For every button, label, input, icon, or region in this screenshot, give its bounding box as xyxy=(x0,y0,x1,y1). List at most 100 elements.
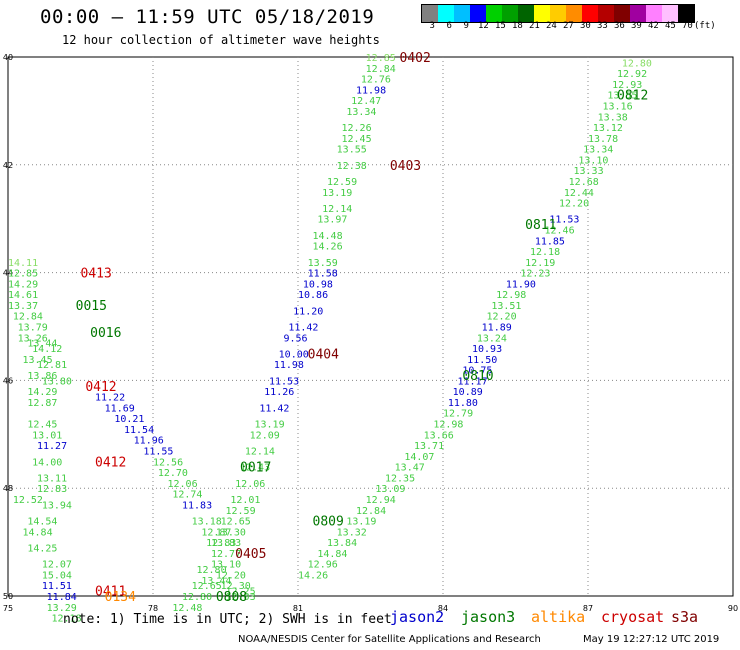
wave-height-value: 13.37 xyxy=(8,301,38,312)
wave-height-value: 12.94 xyxy=(366,495,396,506)
wave-height-value: 14.48 xyxy=(313,231,343,242)
wave-height-value: 11.20 xyxy=(293,306,323,317)
wave-height-value: 12.87 xyxy=(27,398,57,409)
wave-height-value: 12.07 xyxy=(42,560,72,571)
map-frame xyxy=(7,56,734,597)
wave-height-value: 11.84 xyxy=(47,592,77,603)
wave-height-value: 11.22 xyxy=(95,393,125,404)
y-tick-label: 44 xyxy=(3,269,13,278)
wave-height-value: 10.89 xyxy=(453,387,483,398)
wave-height-value: 14.25 xyxy=(27,543,57,554)
wave-height-value: 12.92 xyxy=(617,69,647,80)
wave-height-value: 13.38 xyxy=(598,112,628,123)
color-swatch xyxy=(518,5,534,22)
wave-height-value: 14.29 xyxy=(27,387,57,398)
wave-height-value: 12.14 xyxy=(245,446,275,457)
wave-height-value: 12.98 xyxy=(433,420,463,431)
wave-height-value: 12.84 xyxy=(356,506,386,517)
color-scale-bar xyxy=(421,4,695,23)
track-time-label: 0810 xyxy=(462,369,493,384)
wave-height-value: 13.83 xyxy=(211,538,241,549)
color-scale-labels: 3 6 9 12 15 18 21 24 27 30 33 36 39 42 45 70 (ft) xyxy=(421,21,740,35)
track-time-label: 0411 xyxy=(95,585,126,600)
wave-height-value: 12.80 xyxy=(182,592,212,603)
wave-height-value: 13.78 xyxy=(588,134,618,145)
wave-height-value: 13.34 xyxy=(346,107,376,118)
wave-height-value: 13.29 xyxy=(47,603,77,614)
wave-height-value: 12.77 xyxy=(211,549,241,560)
wave-height-value: 13.33 xyxy=(574,166,604,177)
color-scale-label: 24 xyxy=(546,21,557,31)
color-swatch xyxy=(630,5,646,22)
wave-height-value: 11.96 xyxy=(134,436,164,447)
wave-height-value: 14.12 xyxy=(32,344,62,355)
chart-title: 00:00 – 11:59 UTC 05/18/2019 xyxy=(40,6,375,28)
wave-height-value: 12.45 xyxy=(27,420,57,431)
wave-height-value: 11.98 xyxy=(356,85,386,96)
wave-height-value: 13.10 xyxy=(211,560,241,571)
wave-height-value: 12.06 xyxy=(168,479,198,490)
wave-height-value: 12.79 xyxy=(443,409,473,420)
wave-height-value: 12.84 xyxy=(13,312,43,323)
color-scale-label: 42 xyxy=(648,21,659,31)
wave-height-value: 13.09 xyxy=(375,484,405,495)
wave-height-value: 11.90 xyxy=(506,279,536,290)
wave-height-value: 12.80 xyxy=(197,565,227,576)
wave-height-value: 11.80 xyxy=(448,398,478,409)
wave-height-value: 11.83 xyxy=(182,500,212,511)
legend-altika: altika xyxy=(531,608,586,626)
color-scale-label: 70 xyxy=(682,21,693,31)
track-time-label: 0015 xyxy=(76,299,107,314)
wave-height-value: 13.10 xyxy=(578,155,608,166)
wave-height-value: 12.85 xyxy=(8,269,38,280)
track-time-label: 0412 xyxy=(95,455,126,470)
color-scale-label: 36 xyxy=(614,21,625,31)
wave-height-value: 12.19 xyxy=(525,258,555,269)
color-swatch xyxy=(502,5,518,22)
y-tick-label: 42 xyxy=(3,161,13,170)
wave-height-value: 12.84 xyxy=(366,64,396,75)
wave-height-value: 12.26 xyxy=(342,123,372,134)
track-time-label: 0405 xyxy=(235,547,266,562)
wave-height-value: 13.01 xyxy=(32,430,62,441)
color-swatch xyxy=(566,5,582,22)
y-tick-label: 40 xyxy=(3,53,13,62)
y-tick-label: 50 xyxy=(3,592,13,601)
color-scale-label: 21 xyxy=(529,21,540,31)
wave-height-value: 11.58 xyxy=(308,269,338,280)
wave-height-value: 12.52 xyxy=(13,495,43,506)
wave-height-value: 12.20 xyxy=(487,312,517,323)
wave-height-value: 12.81 xyxy=(37,360,67,371)
color-scale-label: 9 xyxy=(463,21,469,31)
wave-height-value: 12.65 xyxy=(221,517,251,528)
x-tick-label: 78 xyxy=(148,604,158,613)
wave-height-value: 13.51 xyxy=(491,301,521,312)
wave-height-value: 13.97 xyxy=(317,215,347,226)
wave-height-value: 13.12 xyxy=(593,123,623,134)
wave-height-value: 15.04 xyxy=(42,570,72,581)
color-swatch xyxy=(598,5,614,22)
wave-height-value: 13.47 xyxy=(395,463,425,474)
wave-height-value: 12.20 xyxy=(216,570,246,581)
y-tick-label: 48 xyxy=(3,484,13,493)
wave-height-value: 13.34 xyxy=(583,145,613,156)
wave-height-value: 12.83 xyxy=(206,538,236,549)
wave-height-value: 14.00 xyxy=(32,457,62,468)
wave-height-value: 12.20 xyxy=(559,199,589,210)
track-time-label: 0811 xyxy=(525,218,556,233)
wave-height-value: 13.80 xyxy=(42,376,72,387)
wave-height-value: 11.42 xyxy=(259,403,289,414)
legend-cryosat: cryosat xyxy=(601,608,665,626)
wave-height-value: 14.29 xyxy=(8,279,38,290)
wave-height-value: 12.48 xyxy=(172,603,202,614)
wave-height-value: 12.47 xyxy=(351,96,381,107)
wave-height-value: 12.03 xyxy=(226,592,256,603)
wave-height-value: 12.74 xyxy=(172,490,202,501)
wave-height-value: 14.11 xyxy=(8,258,38,269)
wave-height-value: 13.11 xyxy=(37,473,67,484)
wave-height-value: 14.07 xyxy=(404,452,434,463)
wave-height-value: 13.18 xyxy=(192,517,222,528)
track-time-label: 0016 xyxy=(90,326,121,341)
color-scale-label: 18 xyxy=(512,21,523,31)
wave-height-value: 13.94 xyxy=(42,500,72,511)
